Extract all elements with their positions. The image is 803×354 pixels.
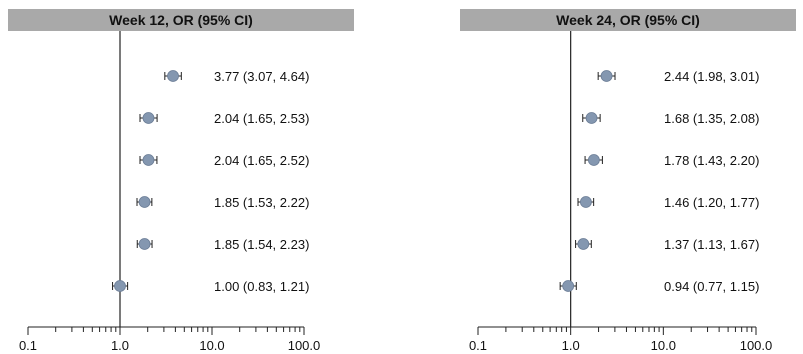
week24-header-bar bbox=[460, 9, 796, 31]
week24-point-label: 2.44 (1.98, 3.01) bbox=[664, 69, 759, 84]
week12-tick-label: 100.0 bbox=[288, 338, 321, 353]
week12-tick-label: 10.0 bbox=[199, 338, 224, 353]
week24-point-marker bbox=[600, 70, 613, 82]
week24-tick-label: 10.0 bbox=[651, 338, 676, 353]
week12-tick-label: 1.0 bbox=[111, 338, 129, 353]
week24-point-marker bbox=[579, 196, 592, 208]
week24-point-marker bbox=[577, 238, 590, 250]
week12-point-label: 3.77 (3.07, 4.64) bbox=[214, 69, 309, 84]
week12-title: Week 12, OR (95% CI) bbox=[109, 12, 253, 28]
week12-header-bar bbox=[8, 9, 354, 31]
week12-point-label: 2.04 (1.65, 2.53) bbox=[214, 111, 309, 126]
week12-point-label: 1.85 (1.53, 2.22) bbox=[214, 195, 309, 210]
week24-point-marker bbox=[587, 154, 600, 166]
week24-point-label: 1.46 (1.20, 1.77) bbox=[664, 195, 759, 210]
week12-point-marker bbox=[138, 196, 151, 208]
week12-point-marker bbox=[138, 238, 151, 250]
week12-point-label: 2.04 (1.65, 2.52) bbox=[214, 153, 309, 168]
week24-tick-label: 0.1 bbox=[469, 338, 487, 353]
week24-point-label: 0.94 (0.77, 1.15) bbox=[664, 279, 759, 294]
week12-tick-label: 0.1 bbox=[19, 338, 37, 353]
week12-point-marker bbox=[167, 70, 179, 82]
week24-point-label: 1.78 (1.43, 2.20) bbox=[664, 153, 759, 168]
week24-point-marker bbox=[562, 280, 575, 292]
week12-point-marker bbox=[142, 112, 155, 124]
week12-point-label: 1.00 (0.83, 1.21) bbox=[214, 279, 309, 294]
week12-point-marker bbox=[142, 154, 155, 166]
week12-point-label: 1.85 (1.54, 2.23) bbox=[214, 237, 309, 252]
week24-title: Week 24, OR (95% CI) bbox=[556, 12, 700, 28]
week24-tick-label: 100.0 bbox=[740, 338, 773, 353]
week12-point-marker bbox=[114, 280, 126, 292]
week24-point-label: 1.68 (1.35, 2.08) bbox=[664, 111, 759, 126]
week24-point-marker bbox=[585, 112, 598, 124]
week24-tick-label: 1.0 bbox=[562, 338, 580, 353]
week24-point-label: 1.37 (1.13, 1.67) bbox=[664, 237, 759, 252]
